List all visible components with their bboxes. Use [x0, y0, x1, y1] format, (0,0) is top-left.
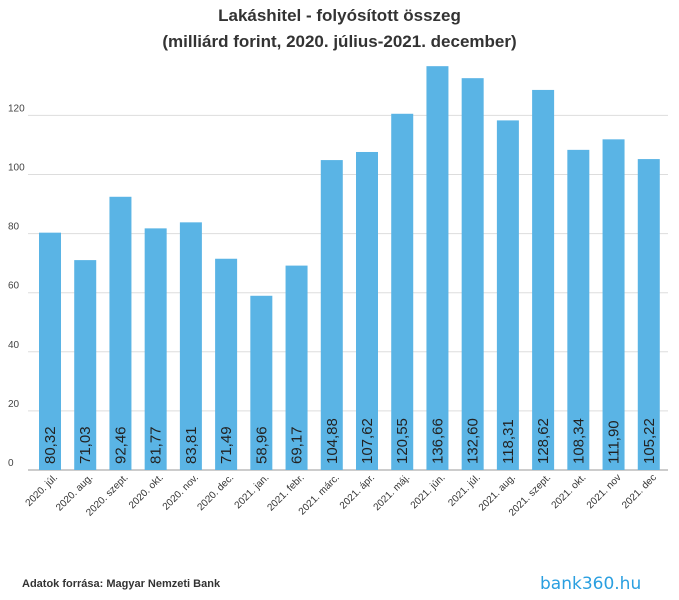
- data-label: 107,62: [359, 418, 376, 464]
- bar: [391, 113, 414, 470]
- bar: [637, 159, 660, 471]
- bar: [320, 160, 343, 471]
- chart-subtitle: (milliárd forint, 2020. július-2021. dec…: [162, 32, 517, 51]
- x-tick-label: 2021. dec: [620, 472, 659, 511]
- data-label: 111,90: [606, 420, 623, 464]
- bar: [602, 139, 625, 470]
- bar: [461, 78, 484, 471]
- data-label: 108,34: [570, 418, 587, 464]
- y-tick-label: 60: [8, 281, 20, 292]
- bar: [179, 222, 202, 470]
- bar: [567, 149, 590, 471]
- bar: [532, 89, 555, 470]
- y-tick-label: 20: [8, 399, 20, 410]
- data-label: 104,88: [324, 418, 341, 464]
- x-tick-label: 2021. jún.: [409, 472, 448, 511]
- x-tick-label: 2021. júl.: [446, 472, 482, 508]
- x-tick-label: 2021. máj.: [372, 472, 413, 513]
- x-tick-label: 2020. nov.: [161, 472, 201, 512]
- data-label: 136,66: [429, 418, 446, 464]
- bar: [250, 295, 273, 470]
- x-tick-label: 2020. júl.: [24, 472, 60, 508]
- brand-logo: bank360.hu: [540, 574, 642, 594]
- x-tick-label: 2021. nov: [585, 472, 624, 511]
- x-tick-label: 2021. okt.: [550, 472, 589, 511]
- y-tick-label: 120: [8, 103, 25, 114]
- data-label: 80,32: [42, 426, 59, 464]
- data-label: 58,96: [253, 426, 270, 464]
- data-label: 92,46: [112, 426, 129, 464]
- bar: [496, 120, 519, 470]
- data-label: 118,31: [500, 419, 517, 464]
- data-label: 71,03: [77, 426, 94, 464]
- bar: [285, 265, 308, 470]
- bar: [109, 196, 132, 470]
- y-tick-label: 0: [8, 458, 14, 469]
- y-tick-label: 80: [8, 222, 20, 233]
- bar: [426, 66, 449, 470]
- data-label: 132,60: [465, 418, 482, 464]
- data-label: 105,22: [641, 418, 658, 464]
- bar: [39, 232, 61, 470]
- bar-chart: 0 20 40 60 80 100 120 80,32 2020. júl. 71,03 2020.…: [8, 66, 668, 519]
- chart-title: Lakáshitel - folyósított összeg: [218, 6, 461, 25]
- bar: [356, 151, 378, 470]
- y-tick-label: 40: [8, 340, 20, 351]
- data-label: 81,77: [148, 426, 165, 464]
- data-label: 71,49: [218, 426, 235, 464]
- bar: [144, 228, 167, 470]
- bar: [74, 260, 97, 470]
- data-label: 128,62: [535, 418, 552, 464]
- y-tick-label: 100: [8, 163, 25, 174]
- bar: [215, 258, 238, 470]
- data-label: 120,55: [394, 418, 411, 464]
- data-source-note: Adatok forrása: Magyar Nemzeti Bank: [22, 578, 221, 590]
- x-tick-label: 2020. dec.: [195, 472, 236, 513]
- data-label: 69,17: [289, 426, 306, 464]
- data-label: 83,81: [183, 426, 200, 464]
